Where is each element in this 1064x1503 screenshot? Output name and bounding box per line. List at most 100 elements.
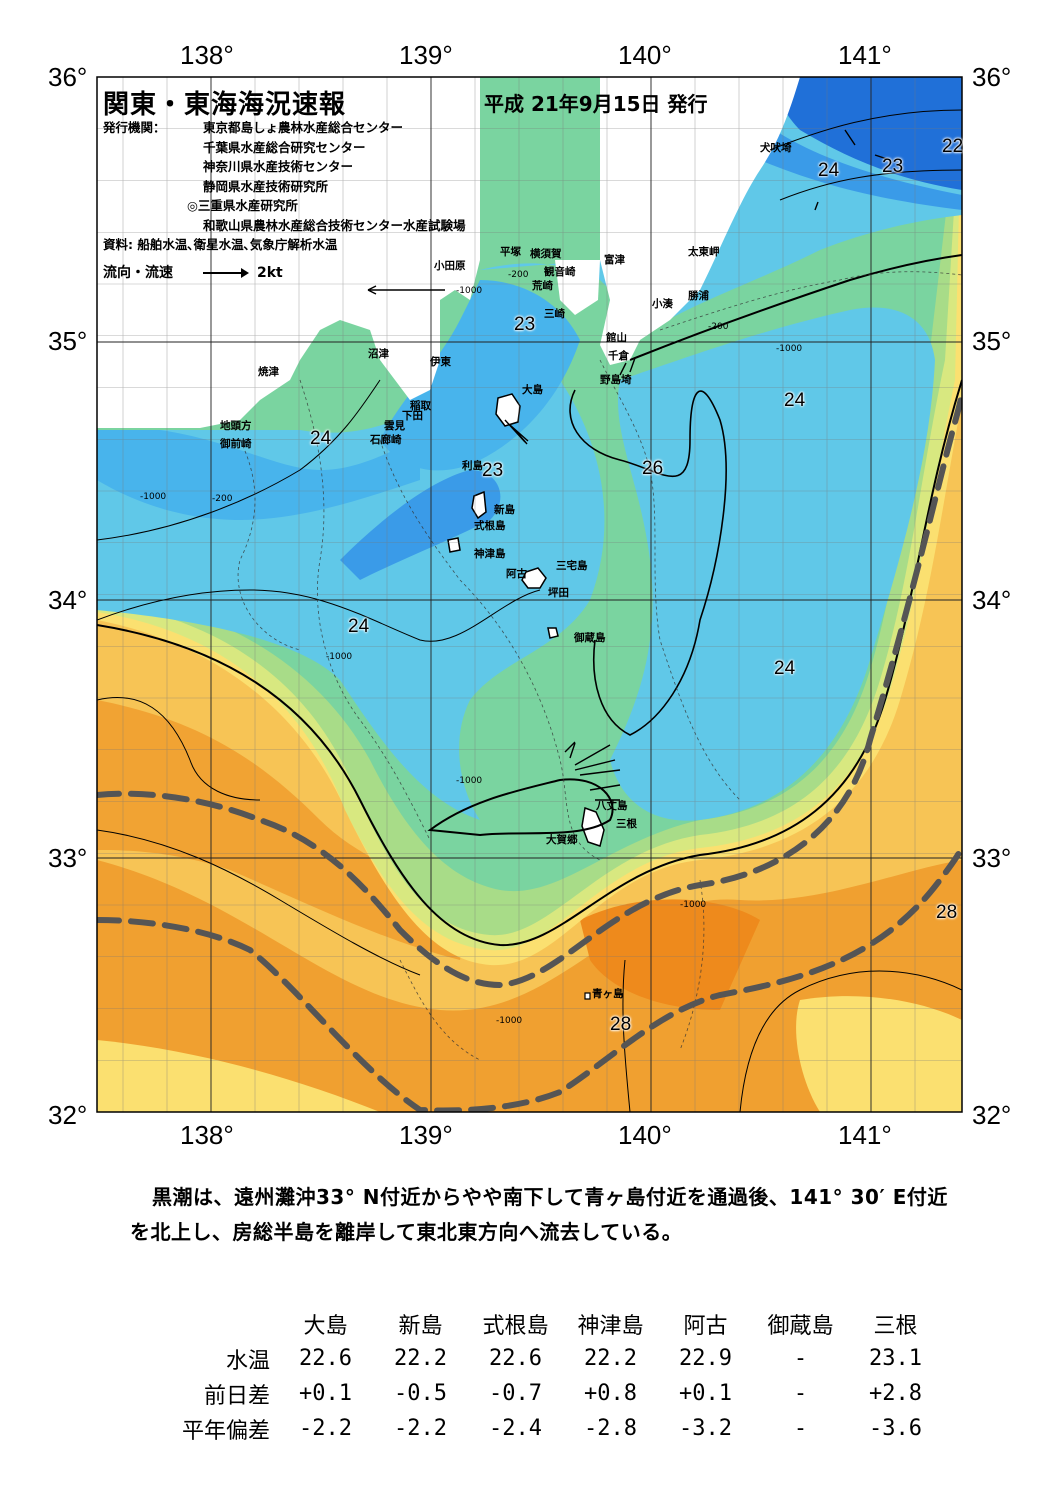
- station-temperature-table: 大島 新島 式根島 神津島 阿古 御蔵島 三根 水温 22.6 22.2 22.…: [130, 1306, 943, 1446]
- band-22-ne: [778, 77, 962, 190]
- table-cell: -2.4: [489, 1416, 542, 1441]
- island-kozu: [447, 537, 461, 553]
- table-cell: -: [793, 1346, 808, 1371]
- lat-label-right: 32°: [972, 1100, 1012, 1130]
- isotherm-label: 28: [936, 902, 958, 923]
- table-col-header: 三根: [873, 1313, 918, 1339]
- place-label: 富津: [604, 254, 625, 266]
- place-label: 式根島: [474, 520, 506, 532]
- place-label: 大賀郷: [546, 834, 578, 846]
- island-oshima: [495, 393, 521, 427]
- table-row-header: 前日差: [203, 1383, 270, 1409]
- table-cell: 23.1: [869, 1346, 922, 1371]
- table-cell: 22.6: [299, 1346, 352, 1371]
- depth-label: -1000: [456, 776, 483, 786]
- table-cell: +2.8: [869, 1381, 922, 1406]
- place-label: 太東岬: [688, 246, 720, 258]
- place-label: 焼津: [258, 366, 279, 378]
- depth-label: -200: [708, 322, 729, 332]
- table-col-header: 新島: [398, 1313, 443, 1339]
- lat-label-right: 36°: [972, 62, 1012, 92]
- kuroshio-axis: [97, 387, 962, 1112]
- table-cell: -3.2: [679, 1416, 732, 1441]
- place-label: 三根: [616, 818, 637, 830]
- place-label: 勝浦: [688, 290, 709, 302]
- isotherm-label: 23: [882, 156, 904, 177]
- depth-label: -1000: [326, 652, 353, 662]
- place-label: 八丈島: [596, 800, 628, 812]
- table-cell: 22.2: [394, 1346, 447, 1371]
- table-cell: -2.2: [394, 1416, 447, 1441]
- table-row-header: 平年偏差: [181, 1418, 270, 1444]
- band-23-wedge: [340, 470, 501, 580]
- depth-label: -1000: [496, 1016, 523, 1026]
- table-cell: -3.6: [869, 1416, 922, 1441]
- table-row: 平年偏差 -2.2 -2.2 -2.4 -2.8 -3.2 - -3.6: [130, 1411, 943, 1446]
- depth-contours: [237, 271, 962, 1061]
- table-cell: 22.6: [489, 1346, 542, 1371]
- place-label: 青ヶ島: [592, 988, 624, 1000]
- place-label: 下田: [402, 410, 423, 422]
- isotherm-label: 24: [310, 428, 332, 449]
- depth-label: -1000: [776, 344, 803, 354]
- isotherm-label: 28: [610, 1014, 632, 1035]
- place-label: 伊東: [430, 356, 451, 368]
- place-label: 横須賀: [530, 248, 562, 260]
- publisher: 千葉県水産総合研究センター: [203, 139, 366, 155]
- island-niijima: [471, 490, 487, 520]
- place-label: 千倉: [608, 350, 629, 362]
- table-col-header: 式根島: [482, 1313, 549, 1339]
- place-label: 坪田: [548, 587, 569, 599]
- lat-label-left: 32°: [48, 1100, 88, 1130]
- land-miura: [555, 260, 600, 315]
- depth-label: -200: [508, 270, 529, 280]
- table-cell: -2.2: [299, 1416, 352, 1441]
- table-header-row: 大島 新島 式根島 神津島 阿古 御蔵島 三根: [130, 1306, 943, 1341]
- isotherm-label: 23: [514, 314, 536, 335]
- lat-label-left: 33°: [48, 843, 88, 873]
- current-vectors: [367, 129, 891, 801]
- band-23-sag: [97, 430, 420, 520]
- publisher: 和歌山県農林水産総合技術センター水産試験場: [203, 217, 466, 233]
- grid: [97, 77, 962, 1112]
- isotherm-label: 24: [774, 658, 796, 679]
- legend-arrow-icon: [203, 268, 249, 278]
- land-boso: [600, 77, 800, 365]
- lon-label-top: 139°: [399, 40, 453, 70]
- place-label: 利島: [462, 460, 483, 472]
- place-label: 御蔵島: [574, 632, 606, 644]
- data-source: 資料: 船舶水温､衛星水温､気象庁解析水温: [103, 237, 338, 252]
- table-cell: 22.9: [679, 1346, 732, 1371]
- island-miyake: [521, 567, 547, 589]
- place-label: 地頭方: [220, 420, 252, 432]
- lat-label-right: 34°: [972, 585, 1012, 615]
- lon-label-bottom: 140°: [618, 1120, 672, 1150]
- table-col-header: 神津島: [577, 1313, 644, 1339]
- table-col-header: 大島: [303, 1313, 348, 1339]
- table-cell: -0.5: [394, 1381, 447, 1406]
- orange-deep: [580, 899, 760, 1010]
- isotherm-label: 24: [818, 160, 840, 181]
- place-label: 平塚: [500, 246, 521, 258]
- current-legend: 流向・流速 2kt: [103, 262, 283, 282]
- publishers: 発行機関： 東京都島しょ農林水産総合センター 千葉県水産総合研究センター 神奈川県…: [103, 118, 466, 255]
- band-23-5: [380, 280, 580, 471]
- lat-label-left: 36°: [48, 62, 88, 92]
- issue-date: 平成 21年9月15日 発行: [484, 92, 708, 116]
- legend-scale: 2kt: [257, 265, 283, 281]
- table-cell: -2.8: [584, 1416, 637, 1441]
- table-cell: -0.7: [489, 1381, 542, 1406]
- place-label: 阿古: [506, 568, 527, 580]
- publisher: 東京都島しょ農林水産総合センター: [203, 120, 404, 135]
- major-grid: [97, 77, 962, 1112]
- place-label: 小田原: [434, 260, 466, 272]
- table-cell: -: [793, 1416, 808, 1441]
- publisher: 静岡県水産技術研究所: [203, 178, 329, 194]
- table-cell: +0.1: [299, 1381, 352, 1406]
- place-label: 新島: [494, 504, 515, 516]
- place-label: 神津島: [474, 548, 506, 560]
- band-24-east: [610, 307, 935, 821]
- lon-label-top: 141°: [838, 40, 892, 70]
- lon-label-bottom: 138°: [180, 1120, 234, 1150]
- publishers-label: 発行機関：: [103, 120, 166, 135]
